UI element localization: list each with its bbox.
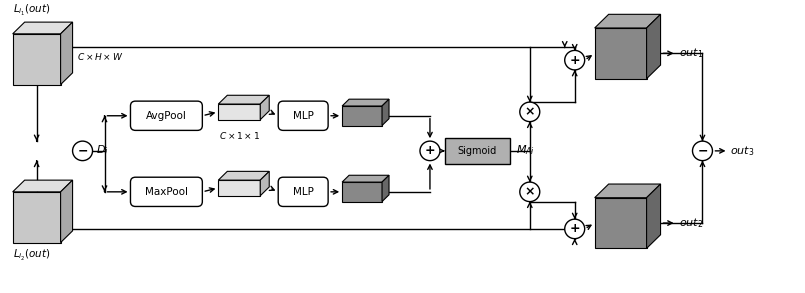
- Circle shape: [420, 141, 440, 161]
- Text: MLP: MLP: [293, 187, 314, 197]
- Polygon shape: [13, 180, 72, 192]
- Polygon shape: [60, 180, 72, 243]
- Text: $D_i$: $D_i$: [96, 143, 108, 157]
- Circle shape: [72, 141, 93, 161]
- Polygon shape: [260, 171, 269, 196]
- Text: +: +: [569, 54, 580, 67]
- Text: MaxPool: MaxPool: [145, 187, 188, 197]
- Polygon shape: [595, 184, 661, 198]
- Text: +: +: [425, 144, 436, 157]
- FancyBboxPatch shape: [279, 101, 328, 130]
- Polygon shape: [342, 182, 382, 202]
- Text: MLP: MLP: [293, 111, 314, 121]
- Text: AvgPool: AvgPool: [146, 111, 187, 121]
- FancyBboxPatch shape: [130, 101, 202, 130]
- Text: $out_3$: $out_3$: [730, 144, 755, 158]
- Circle shape: [520, 182, 540, 202]
- Polygon shape: [646, 184, 661, 248]
- Circle shape: [692, 141, 712, 161]
- Polygon shape: [595, 28, 646, 79]
- FancyBboxPatch shape: [130, 177, 202, 207]
- Polygon shape: [595, 14, 661, 28]
- Circle shape: [565, 50, 584, 70]
- Polygon shape: [13, 192, 60, 243]
- Polygon shape: [13, 22, 72, 34]
- Text: $L_{i_2}(out)$: $L_{i_2}(out)$: [13, 248, 51, 263]
- Polygon shape: [595, 198, 646, 248]
- Polygon shape: [646, 14, 661, 79]
- Text: $out_2$: $out_2$: [679, 216, 703, 230]
- Text: $C\times H\times W$: $C\times H\times W$: [76, 51, 123, 62]
- FancyBboxPatch shape: [279, 177, 328, 207]
- Circle shape: [565, 219, 584, 239]
- Text: +: +: [569, 222, 580, 235]
- Polygon shape: [218, 104, 260, 120]
- Text: $L_{i_1}(out)$: $L_{i_1}(out)$: [13, 3, 51, 18]
- Polygon shape: [342, 99, 389, 106]
- Text: ×: ×: [525, 185, 535, 198]
- Text: −: −: [697, 144, 708, 157]
- Polygon shape: [13, 34, 60, 85]
- Text: $out_1$: $out_1$: [679, 46, 703, 60]
- Text: ×: ×: [525, 105, 535, 118]
- Polygon shape: [342, 106, 382, 125]
- Bar: [445, 138, 510, 163]
- Text: $C\times1\times1$: $C\times1\times1$: [219, 130, 260, 142]
- Text: −: −: [77, 144, 88, 157]
- Polygon shape: [382, 175, 389, 202]
- Polygon shape: [60, 22, 72, 85]
- Circle shape: [520, 102, 540, 122]
- Polygon shape: [218, 95, 269, 104]
- Polygon shape: [382, 99, 389, 125]
- Polygon shape: [342, 175, 389, 182]
- Polygon shape: [260, 95, 269, 120]
- Polygon shape: [218, 171, 269, 180]
- Text: $M_{Ai}$: $M_{Ai}$: [516, 143, 535, 157]
- Polygon shape: [218, 180, 260, 196]
- Text: Sigmoid: Sigmoid: [458, 146, 497, 156]
